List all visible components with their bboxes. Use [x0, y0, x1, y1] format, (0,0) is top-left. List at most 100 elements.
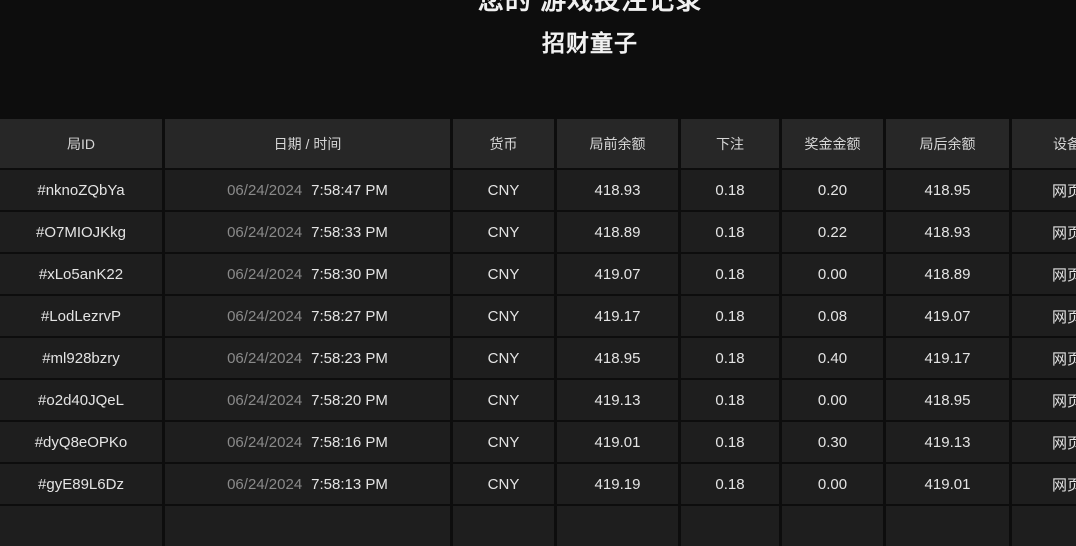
- datetime-cell: 06/24/2024 7:58:47 PM: [165, 170, 450, 210]
- time-text: 7:58:47 PM: [311, 181, 388, 199]
- datetime-cell: 06/24/2024 7:58:27 PM: [165, 296, 450, 336]
- partial-row-cell: [782, 506, 883, 546]
- balance-before-cell: 419.19: [557, 464, 678, 504]
- column-header: 奖金金额: [782, 119, 883, 168]
- currency-cell: CNY: [453, 422, 554, 462]
- round-id-cell: #O7MIOJKkg: [0, 212, 162, 252]
- balance-after-cell: 419.07: [886, 296, 1009, 336]
- date-text: 06/24/2024: [227, 181, 303, 199]
- datetime-cell: 06/24/2024 7:58:20 PM: [165, 380, 450, 420]
- bet-cell: 0.18: [681, 254, 779, 294]
- win-amount-cell: 0.08: [782, 296, 883, 336]
- balance-after-cell: 419.13: [886, 422, 1009, 462]
- date-text: 06/24/2024: [227, 433, 303, 451]
- currency-cell: CNY: [453, 464, 554, 504]
- partial-row-cell: [1012, 506, 1076, 546]
- balance-before-cell: 418.93: [557, 170, 678, 210]
- partial-row-cell: [165, 506, 450, 546]
- partial-row-cell: [0, 506, 162, 546]
- balance-after-cell: 418.95: [886, 170, 1009, 210]
- device-cell: 网页: [1012, 296, 1076, 336]
- bet-cell: 0.18: [681, 296, 779, 336]
- device-cell: 网页: [1012, 170, 1076, 210]
- datetime-cell: 06/24/2024 7:58:16 PM: [165, 422, 450, 462]
- bet-cell: 0.18: [681, 380, 779, 420]
- balance-before-cell: 419.17: [557, 296, 678, 336]
- time-text: 7:58:33 PM: [311, 223, 388, 241]
- bet-cell: 0.18: [681, 170, 779, 210]
- time-text: 7:58:30 PM: [311, 265, 388, 283]
- win-amount-cell: 0.20: [782, 170, 883, 210]
- column-header: 下注: [681, 119, 779, 168]
- bet-cell: 0.18: [681, 212, 779, 252]
- column-header: 货币: [453, 119, 554, 168]
- date-text: 06/24/2024: [227, 475, 303, 493]
- column-header: 局后余额: [886, 119, 1009, 168]
- time-text: 7:58:13 PM: [311, 475, 388, 493]
- time-text: 7:58:23 PM: [311, 349, 388, 367]
- bet-cell: 0.18: [681, 464, 779, 504]
- round-id-cell: #ml928bzry: [0, 338, 162, 378]
- page-title: 招财童子: [542, 30, 638, 56]
- device-cell: 网页: [1012, 422, 1076, 462]
- partial-row-cell: [453, 506, 554, 546]
- datetime-cell: 06/24/2024 7:58:30 PM: [165, 254, 450, 294]
- date-text: 06/24/2024: [227, 223, 303, 241]
- clipped-top-heading: 您的 游戏投注记录: [477, 0, 703, 15]
- time-text: 7:58:27 PM: [311, 307, 388, 325]
- column-header: 局前余额: [557, 119, 678, 168]
- win-amount-cell: 0.40: [782, 338, 883, 378]
- date-text: 06/24/2024: [227, 349, 303, 367]
- balance-after-cell: 418.95: [886, 380, 1009, 420]
- balance-after-cell: 419.01: [886, 464, 1009, 504]
- device-cell: 网页: [1012, 464, 1076, 504]
- currency-cell: CNY: [453, 338, 554, 378]
- round-id-cell: #dyQ8eOPKo: [0, 422, 162, 462]
- currency-cell: CNY: [453, 170, 554, 210]
- date-text: 06/24/2024: [227, 307, 303, 325]
- win-amount-cell: 0.30: [782, 422, 883, 462]
- currency-cell: CNY: [453, 296, 554, 336]
- column-header: 局ID: [0, 119, 162, 168]
- round-id-cell: #LodLezrvP: [0, 296, 162, 336]
- round-id-cell: #o2d40JQeL: [0, 380, 162, 420]
- balance-before-cell: 419.01: [557, 422, 678, 462]
- device-cell: 网页: [1012, 380, 1076, 420]
- round-id-cell: #xLo5anK22: [0, 254, 162, 294]
- column-header: 日期 / 时间: [165, 119, 450, 168]
- currency-cell: CNY: [453, 212, 554, 252]
- win-amount-cell: 0.22: [782, 212, 883, 252]
- partial-row-cell: [886, 506, 1009, 546]
- partial-row-cell: [681, 506, 779, 546]
- bet-cell: 0.18: [681, 338, 779, 378]
- device-cell: 网页: [1012, 212, 1076, 252]
- balance-after-cell: 418.89: [886, 254, 1009, 294]
- win-amount-cell: 0.00: [782, 380, 883, 420]
- round-id-cell: #gyE89L6Dz: [0, 464, 162, 504]
- balance-before-cell: 418.95: [557, 338, 678, 378]
- balance-before-cell: 419.13: [557, 380, 678, 420]
- balance-before-cell: 418.89: [557, 212, 678, 252]
- currency-cell: CNY: [453, 380, 554, 420]
- date-text: 06/24/2024: [227, 391, 303, 409]
- time-text: 7:58:16 PM: [311, 433, 388, 451]
- partial-row-cell: [557, 506, 678, 546]
- balance-before-cell: 419.07: [557, 254, 678, 294]
- datetime-cell: 06/24/2024 7:58:13 PM: [165, 464, 450, 504]
- balance-after-cell: 418.93: [886, 212, 1009, 252]
- date-text: 06/24/2024: [227, 265, 303, 283]
- time-text: 7:58:20 PM: [311, 391, 388, 409]
- balance-after-cell: 419.17: [886, 338, 1009, 378]
- win-amount-cell: 0.00: [782, 254, 883, 294]
- device-cell: 网页: [1012, 254, 1076, 294]
- bet-cell: 0.18: [681, 422, 779, 462]
- device-cell: 网页: [1012, 338, 1076, 378]
- column-header: 设备: [1012, 119, 1076, 168]
- currency-cell: CNY: [453, 254, 554, 294]
- history-table: 局ID 日期 / 时间 货币 局前余额 下注 奖金金额 局后余额 设备 #nknoZQbYa 06…: [0, 119, 1076, 546]
- win-amount-cell: 0.00: [782, 464, 883, 504]
- datetime-cell: 06/24/2024 7:58:23 PM: [165, 338, 450, 378]
- datetime-cell: 06/24/2024 7:58:33 PM: [165, 212, 450, 252]
- round-id-cell: #nknoZQbYa: [0, 170, 162, 210]
